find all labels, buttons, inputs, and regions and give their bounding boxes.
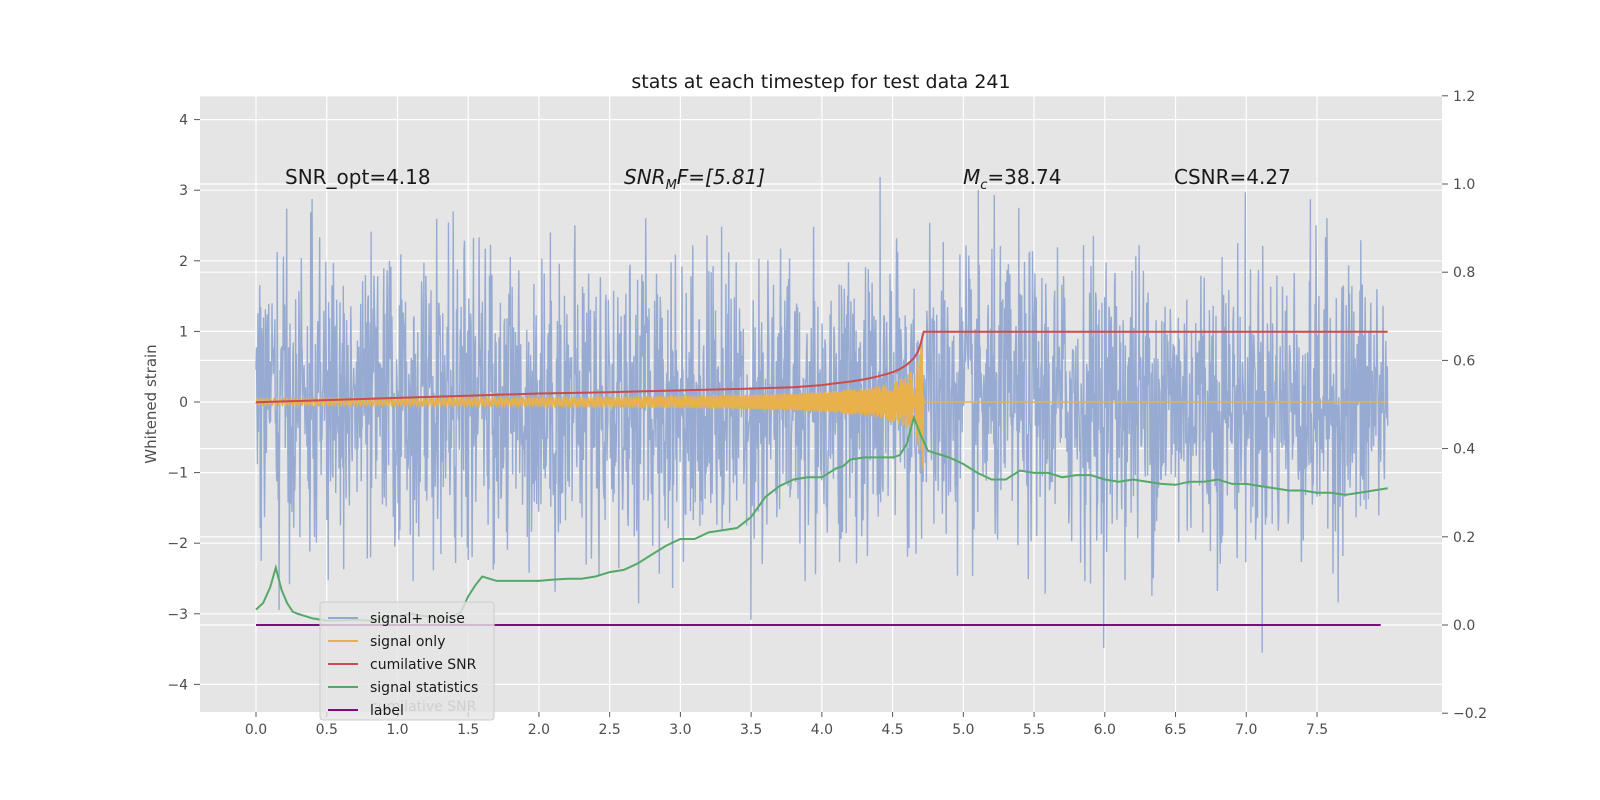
y-tick-label: −1	[167, 466, 188, 482]
y-tick-label: 1	[179, 324, 188, 340]
annotation-snr-mf-subscript: M	[666, 178, 677, 193]
annotation-snr-mf-symbol: SNR	[624, 165, 666, 189]
annotation-csnr: CSNR=4.27	[1174, 165, 1291, 189]
x-tick-label: 5.5	[1023, 722, 1045, 738]
y2-tick-label: 0.4	[1453, 442, 1475, 458]
legend-items: signal+ noise signal only cumilative SNR si…	[328, 611, 478, 719]
y-tick-label: 2	[179, 254, 188, 270]
x-tick-label: 7.0	[1235, 722, 1257, 738]
series-cumulative-snr	[255, 330, 1388, 404]
annotation-mc-symbol: M	[963, 165, 980, 189]
legend-label: label	[370, 703, 404, 719]
legend: cumilative SNR signal+ noise signal only c…	[319, 601, 495, 721]
annotation-mc-subscript: c	[980, 178, 987, 193]
y2-tick-label: 1.0	[1453, 177, 1475, 193]
x-tick-label: 0.0	[245, 722, 267, 738]
legend-label: signal+ noise	[370, 611, 465, 627]
annotation-mc: Mc=38.74	[963, 165, 1061, 193]
y2-tick-label: 0.6	[1453, 353, 1475, 369]
x-axis-ticks: 0.0 0.5 1.0 1.5 2.0 2.5 3.0 3.5 4.0 4.5 5.0 5.5 6.0 6…	[245, 712, 1328, 738]
chart-title: stats at each timestep for test data 241	[631, 71, 1010, 93]
legend-box	[319, 601, 495, 721]
x-tick-label: 2.5	[599, 722, 621, 738]
annotation-mc-rest: =38.74	[987, 165, 1061, 189]
x-tick-label: 3.0	[669, 722, 691, 738]
annotation-snr-mf-rest: F=[5.81]	[677, 165, 765, 189]
x-tick-label: 2.0	[528, 722, 550, 738]
x-tick-label: 4.5	[881, 722, 903, 738]
x-tick-label: 6.0	[1094, 722, 1116, 738]
y2-axis-ticks: 1.2 1.0 0.8 0.6 0.4 0.2 0.0 −0.2	[1442, 89, 1487, 722]
y-tick-label: 4	[179, 113, 188, 129]
y2-tick-label: 1.2	[1453, 89, 1475, 105]
x-tick-label: 6.5	[1164, 722, 1186, 738]
y2-tick-label: −0.2	[1453, 706, 1487, 722]
y-axis-label: Whitened strain	[142, 344, 160, 463]
y2-tick-label: 0.8	[1453, 265, 1475, 281]
legend-label: cumilative SNR	[370, 657, 477, 673]
y-tick-label: −2	[167, 536, 188, 552]
y-tick-label: −4	[167, 677, 188, 693]
y-axis-ticks: 4 3 2 1 0 −1 −2 −3 −4	[167, 113, 200, 693]
legend-ghost-text: cumilative SNR	[370, 699, 477, 715]
x-tick-label: 1.5	[457, 722, 479, 738]
legend-label: signal statistics	[370, 680, 478, 696]
x-tick-label: 4.0	[811, 722, 833, 738]
annotation-snr-mf: SNRMF=[5.81]	[624, 165, 765, 193]
y-tick-label: −3	[167, 607, 188, 623]
x-tick-label: 0.5	[316, 722, 338, 738]
signal-only-line	[255, 343, 1388, 470]
annotation-snr-opt: SNR_opt=4.18	[285, 165, 431, 189]
x-tick-label: 5.0	[952, 722, 974, 738]
x-tick-label: 7.5	[1306, 722, 1328, 738]
y2-tick-label: 0.0	[1453, 618, 1475, 634]
y2-tick-label: 0.2	[1453, 530, 1475, 546]
y-tick-label: 3	[179, 183, 188, 199]
x-tick-label: 1.0	[386, 722, 408, 738]
cumulative-snr-line	[255, 330, 1388, 404]
legend-label: signal only	[370, 634, 445, 650]
series-signal-only	[255, 343, 1388, 470]
y-tick-label: 0	[179, 395, 188, 411]
x-tick-label: 3.5	[740, 722, 762, 738]
